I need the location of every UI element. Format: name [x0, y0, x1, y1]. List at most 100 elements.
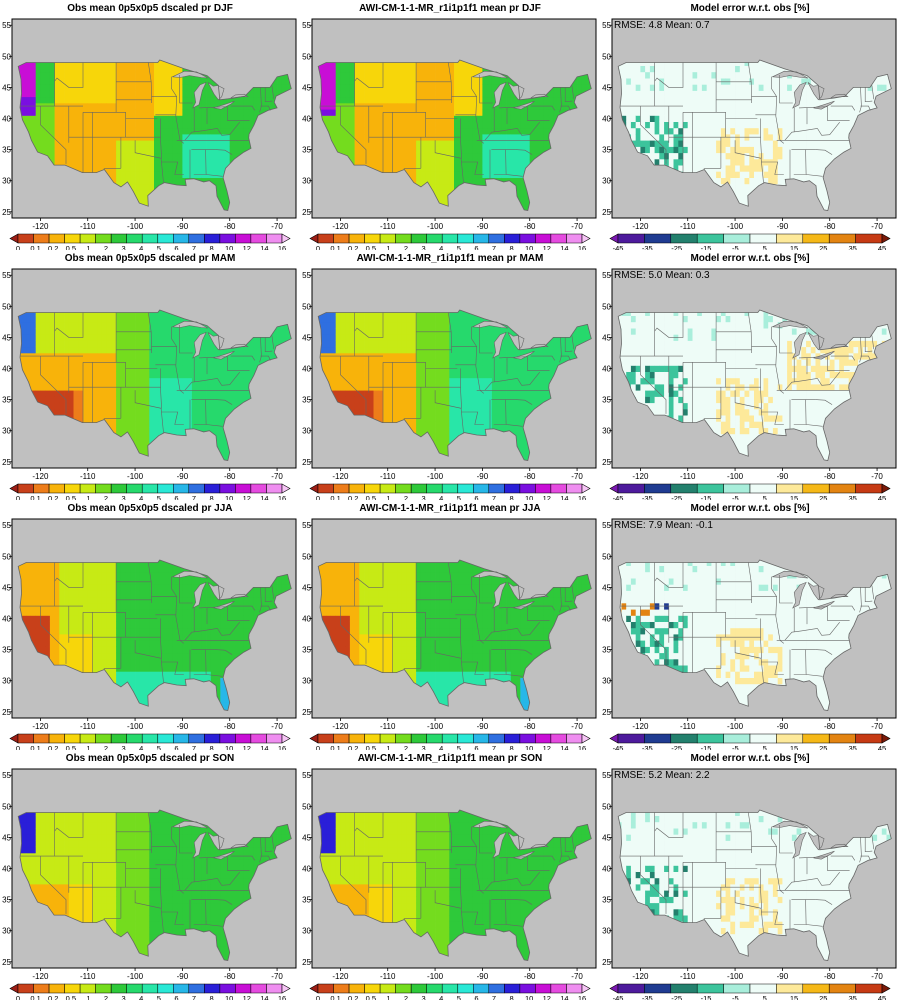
grid-cell — [678, 65, 684, 73]
grid-cell — [182, 127, 188, 135]
grid-cell — [97, 84, 103, 91]
grid-cell — [158, 103, 164, 110]
lon-tick-label: -80 — [824, 222, 836, 231]
grid-cell — [30, 115, 36, 122]
grid-cell — [758, 65, 764, 73]
colorbar-label: 0.1 — [30, 244, 40, 250]
grid-cell — [196, 109, 202, 116]
grid-cell — [406, 71, 412, 79]
grid-cell — [725, 121, 731, 129]
grid-cell — [340, 127, 346, 135]
grid-cell — [97, 90, 103, 98]
grid-cell — [234, 121, 240, 129]
grid-cell — [754, 183, 760, 191]
grid-cell — [215, 96, 221, 104]
grid-cell — [397, 146, 403, 154]
grid-cell — [749, 140, 755, 147]
grid-cell — [149, 183, 155, 191]
grid-cell — [796, 152, 802, 160]
grid-cell — [26, 90, 32, 98]
grid-cell — [40, 65, 46, 73]
grid-cell — [810, 140, 816, 147]
state-border — [340, 106, 367, 164]
grid-cell — [683, 78, 689, 85]
grid-cell — [397, 115, 403, 122]
grid-cell — [368, 90, 374, 98]
grid-cell — [768, 90, 774, 98]
grid-cell — [345, 96, 351, 104]
grid-cell — [640, 90, 646, 98]
grid-cell — [630, 84, 636, 91]
grid-cell — [281, 78, 287, 85]
grid-cell — [191, 140, 197, 147]
grid-cell — [659, 127, 665, 135]
grid-cell — [392, 140, 398, 147]
grid-cell — [420, 71, 426, 79]
grid-cell — [420, 158, 426, 166]
grid-cell — [40, 115, 46, 122]
grid-cell — [491, 96, 497, 104]
grid-cell — [506, 109, 512, 116]
lat-tick-label: 50 — [602, 52, 611, 61]
grid-cell — [18, 315, 22, 323]
grid-cell — [678, 146, 684, 154]
grid-cell — [201, 152, 207, 160]
grid-cell — [439, 196, 445, 203]
grid-cell — [397, 84, 403, 91]
grid-cell — [501, 152, 507, 160]
state-border — [179, 75, 193, 104]
grid-cell — [40, 121, 46, 129]
grid-cell — [130, 84, 136, 91]
grid-cell — [439, 90, 445, 98]
grid-cell — [135, 190, 141, 197]
state-border — [515, 149, 533, 155]
colorbar-label: 0.2 — [48, 244, 58, 250]
grid-cell — [92, 121, 98, 129]
grid-cell — [206, 134, 212, 141]
grid-cell — [130, 140, 136, 147]
grid-cell — [182, 177, 188, 185]
grid-cell — [111, 115, 117, 122]
grid-cell — [458, 127, 464, 135]
grid-cell — [349, 109, 355, 116]
grid-cell — [581, 84, 587, 91]
grid-cell — [111, 71, 117, 79]
grid-cell — [621, 78, 627, 85]
grid-cell — [749, 96, 755, 104]
grid-cell — [515, 109, 521, 116]
grid-cell — [730, 65, 736, 73]
grid-cell — [754, 78, 760, 85]
grid-cell — [796, 165, 802, 172]
grid-cell — [116, 177, 122, 185]
grid-cell — [340, 78, 346, 85]
grid-cell — [463, 71, 469, 79]
grid-cell — [101, 78, 107, 85]
grid-cell — [368, 65, 374, 73]
state-border — [134, 140, 164, 183]
grid-cell — [477, 96, 483, 104]
grid-cell — [444, 109, 450, 116]
grid-cell — [782, 140, 788, 147]
grid-cell — [768, 84, 774, 91]
colorbar-label: 2 — [404, 244, 408, 250]
grid-cell — [659, 65, 665, 73]
grid-cell — [411, 90, 417, 98]
grid-cell — [687, 165, 693, 172]
grid-cell — [510, 171, 516, 178]
grid-cell — [234, 146, 240, 154]
colorbar-label: 16 — [278, 244, 286, 250]
grid-cell — [135, 109, 141, 116]
grid-cell — [692, 146, 698, 154]
grid-cell — [106, 60, 112, 66]
grid-cell — [716, 84, 722, 91]
grid-cell — [725, 78, 731, 85]
grid-cell — [472, 115, 478, 122]
grid-cell — [515, 158, 521, 166]
grid-cell — [730, 127, 736, 135]
grid-cell — [45, 109, 51, 116]
colorbar-label: 6 — [474, 244, 478, 250]
grid-cell — [820, 196, 826, 203]
grid-cell — [335, 121, 341, 129]
grid-cell — [125, 140, 131, 147]
grid-cell — [472, 140, 478, 147]
